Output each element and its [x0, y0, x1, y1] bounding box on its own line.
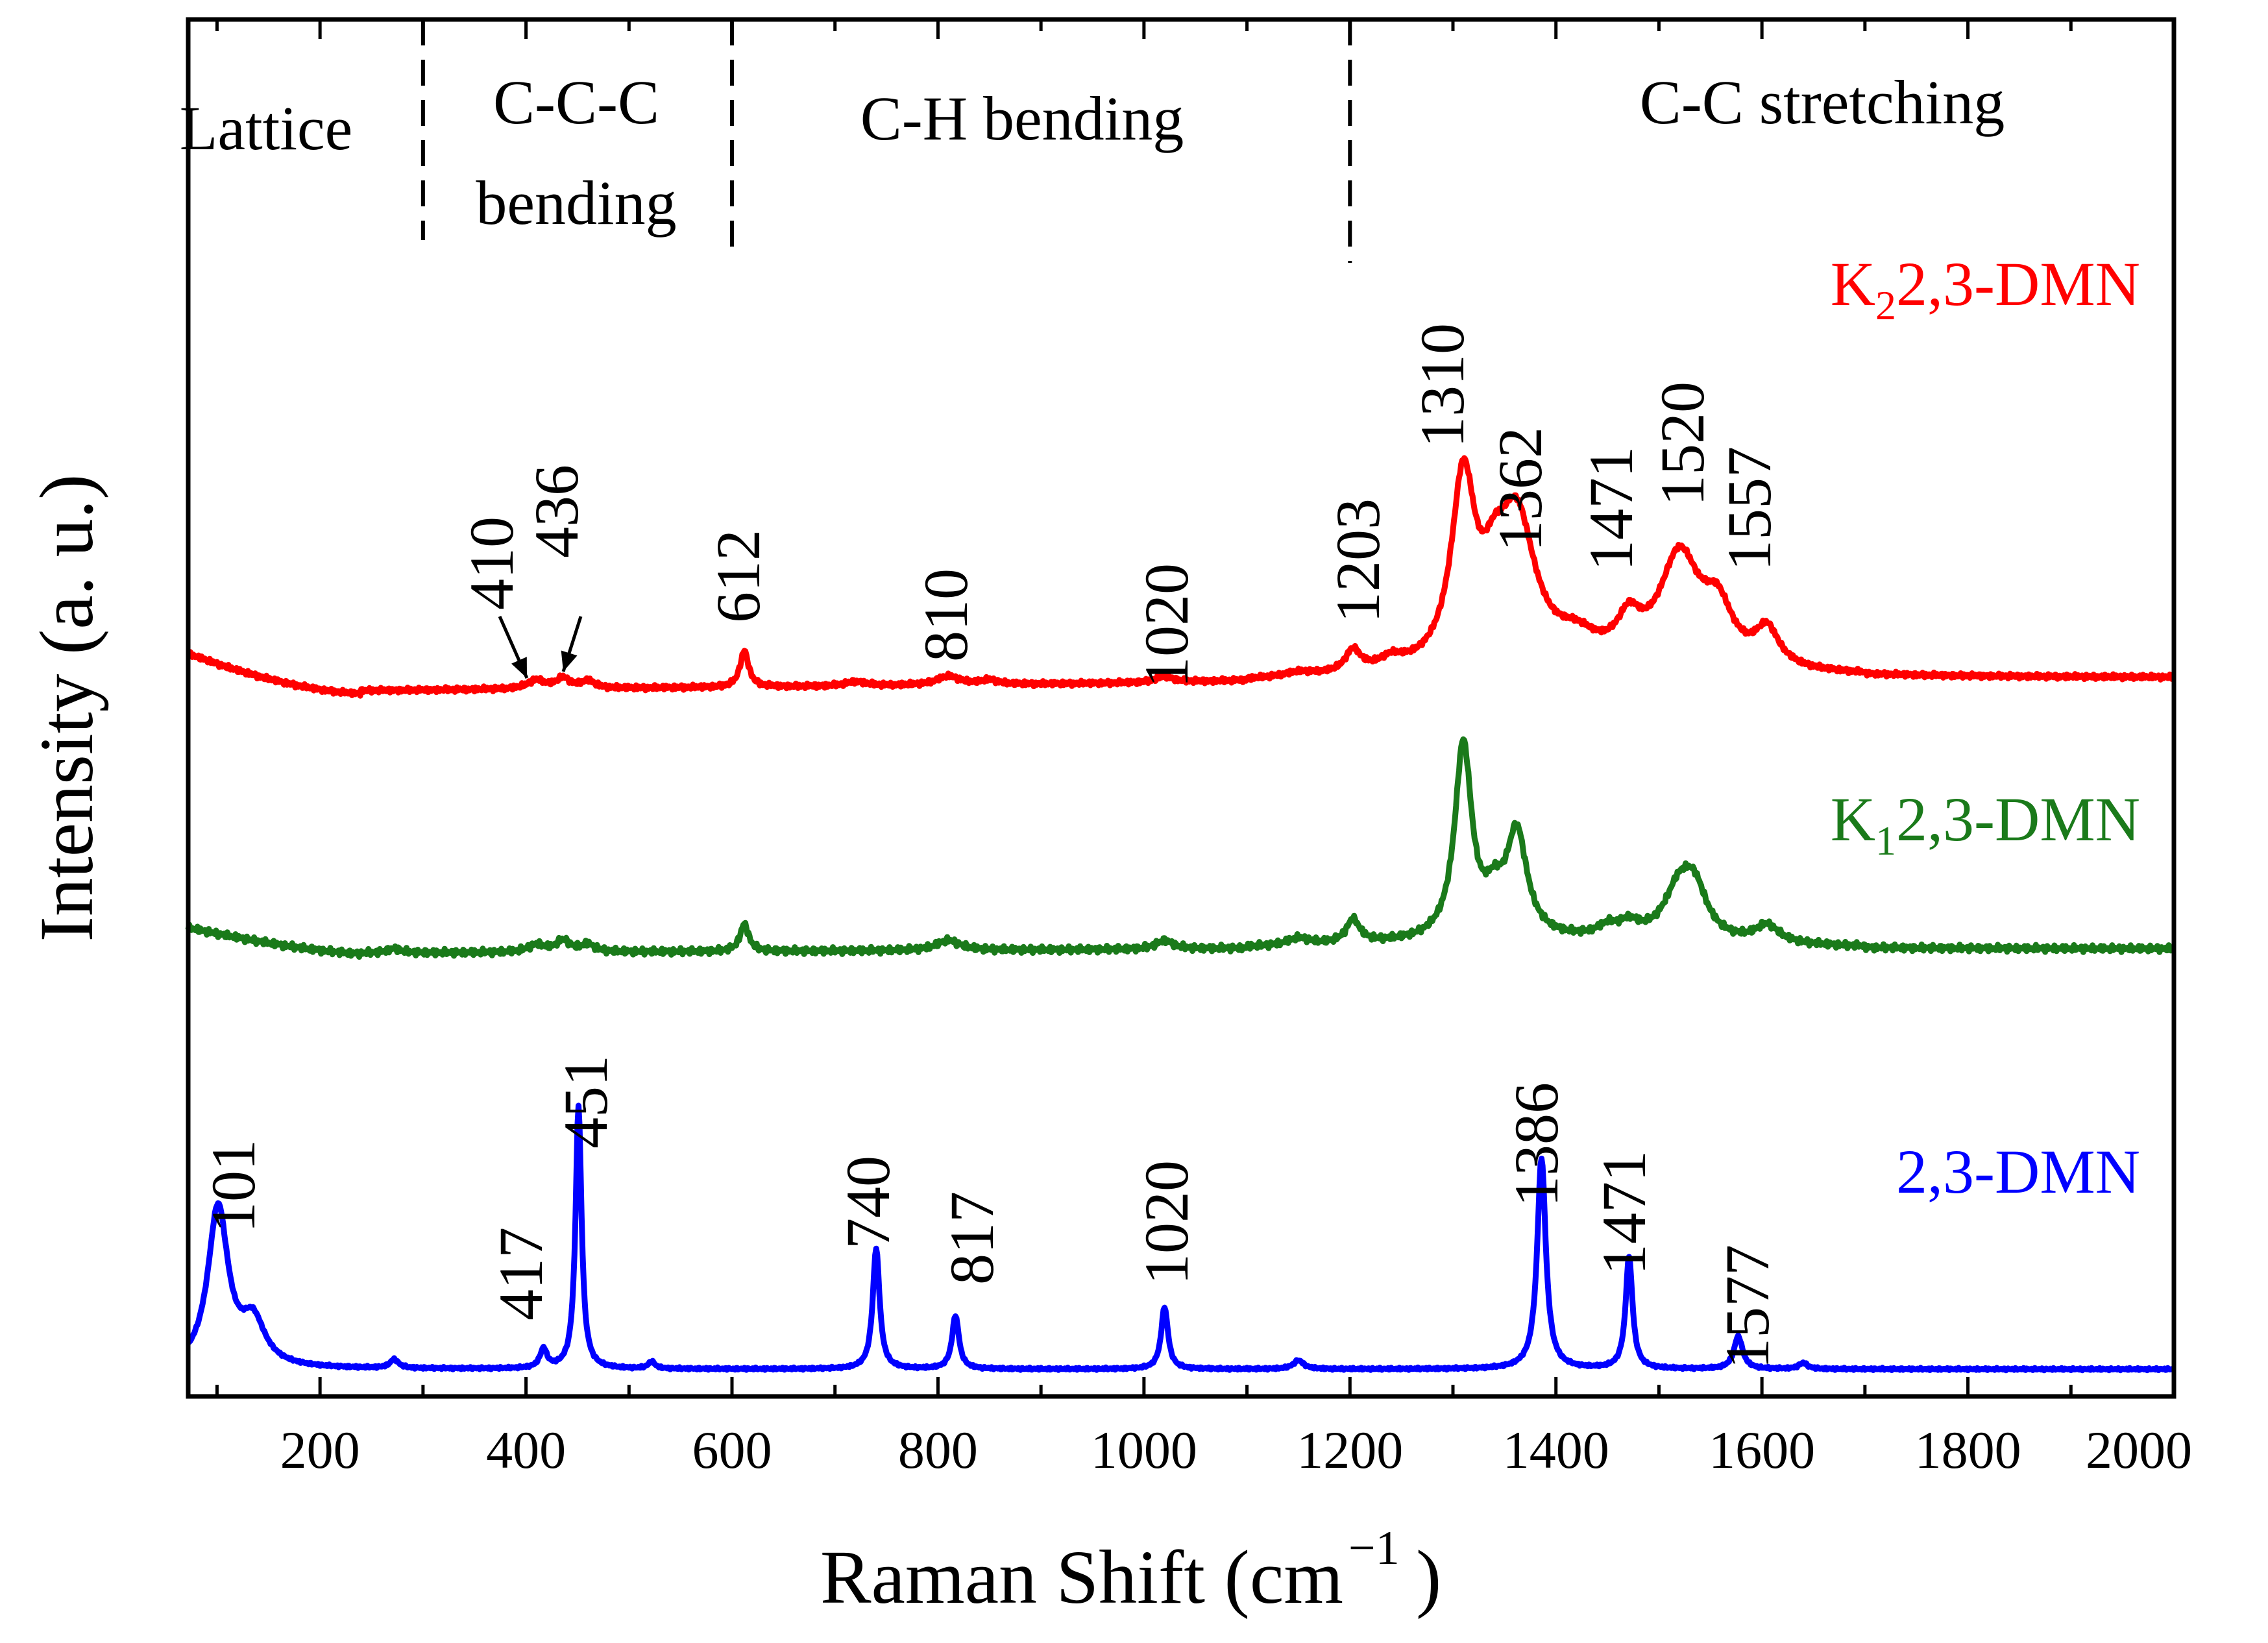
region-label-ccc-bending: C-C-C [493, 67, 659, 137]
peak-label-red: 612 [703, 529, 773, 623]
peak-label-blue: 417 [486, 1227, 555, 1320]
peak-label-blue: 451 [551, 1055, 620, 1149]
peak-label-red: 810 [911, 568, 981, 662]
series-line-K12,3-DMN [185, 736, 2176, 960]
x-tick-label: 800 [898, 1420, 978, 1479]
series-label-main: K [1831, 785, 1875, 854]
x-tick-label: 1200 [1297, 1420, 1403, 1479]
region-label-lattice: Lattice [180, 93, 352, 163]
peak-label-blue: 1577 [1713, 1245, 1782, 1369]
series-line-2,3-DMN [186, 1102, 2177, 1374]
x-tick-label: 200 [280, 1420, 360, 1479]
peak-arrowhead [561, 650, 578, 672]
peak-label-red: 1203 [1323, 498, 1393, 623]
series-line-K22,3-DMN [186, 455, 2176, 699]
peak-label-red: 1471 [1576, 446, 1646, 571]
x-axis-title: Raman Shift (cm [820, 1535, 1343, 1620]
spectrum-lines [185, 455, 2177, 1374]
series-label-sub: 1 [1875, 818, 1896, 864]
x-axis-unit-close: ) [1416, 1535, 1441, 1620]
series-label-rest: 2,3-DMN [1896, 785, 2140, 854]
peak-label-red: 436 [522, 465, 591, 558]
x-axis: 200 400 600 800 1000 1200 1400 1600 1800 2000 [215, 19, 2192, 1479]
peak-label-blue: 817 [937, 1191, 1006, 1285]
x-tick-label: 1000 [1091, 1420, 1197, 1479]
series-label: 2,3-DMN [1896, 1137, 2140, 1206]
peak-label-red: 1310 [1408, 323, 1477, 448]
series-label: K12,3-DMN [1831, 785, 2140, 864]
peak-label-blue: 101 [199, 1139, 268, 1233]
peak-label-red: 1520 [1648, 382, 1717, 506]
x-tick-label: 1800 [1915, 1420, 2021, 1479]
series-label-sub: 2 [1875, 282, 1896, 328]
y-axis-title: Intensity (a. u.) [24, 474, 109, 942]
region-label-ccc-bending: bending [476, 168, 676, 237]
region-label-ch-bending: C-H bending [860, 84, 1184, 153]
x-axis-unit-sup: −1 [1348, 1522, 1400, 1575]
series-label-rest: 2,3-DMN [1896, 249, 2140, 319]
peak-label-red: 1020 [1132, 563, 1201, 688]
x-tick-label: 1400 [1503, 1420, 1609, 1479]
peak-label-blue: 1471 [1589, 1150, 1659, 1275]
x-tick-label: 600 [692, 1420, 772, 1479]
peak-label-blue: 1020 [1132, 1160, 1201, 1285]
x-tick-label: 400 [486, 1420, 566, 1479]
peak-label-red: 410 [457, 517, 526, 610]
peak-label-blue: 1386 [1502, 1082, 1571, 1207]
peak-label-blue: 740 [833, 1156, 903, 1249]
region-annotations: Lattice C-C-C bending C-H bending C-C stretc… [180, 19, 2005, 263]
region-label-cc-stretching: C-C stretching [1640, 67, 2005, 137]
series-label-main: 2,3-DMN [1896, 1137, 2140, 1206]
peak-arrowhead [511, 657, 527, 678]
peak-label-red: 1362 [1485, 427, 1555, 552]
x-tick-label: 2000 [2086, 1420, 2192, 1479]
peak-label-red: 1557 [1714, 446, 1784, 571]
series-label: K22,3-DMN [1831, 249, 2140, 328]
plot-frame [186, 17, 2177, 1399]
x-tick-label: 1600 [1709, 1420, 1815, 1479]
series-label-main: K [1831, 249, 1875, 319]
